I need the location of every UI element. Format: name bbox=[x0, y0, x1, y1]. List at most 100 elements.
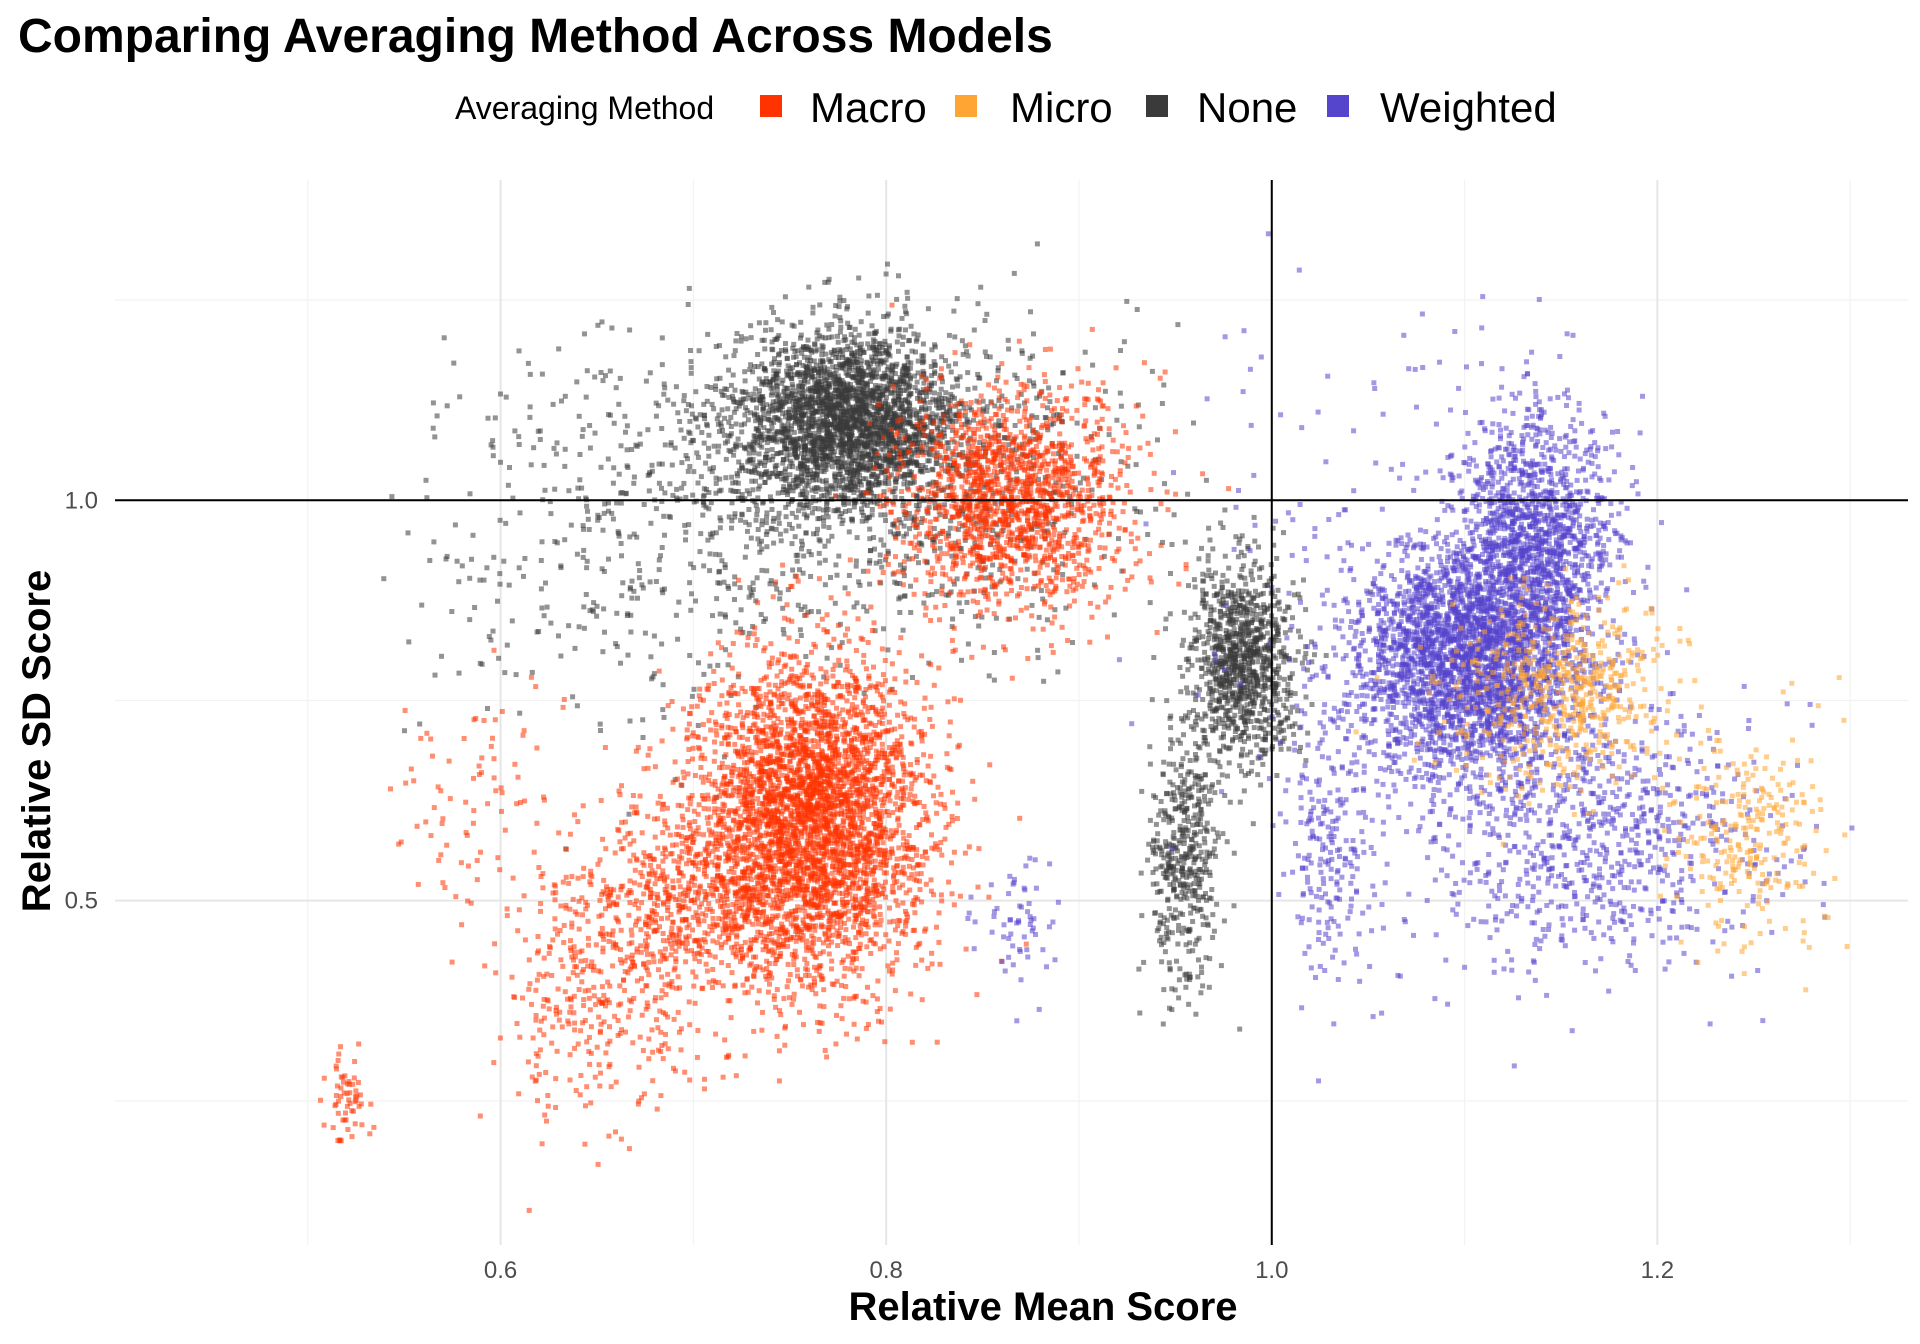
point bbox=[1204, 741, 1210, 747]
point bbox=[957, 374, 963, 380]
point bbox=[872, 430, 878, 436]
point bbox=[868, 392, 874, 398]
point bbox=[808, 500, 814, 505]
point bbox=[527, 371, 533, 377]
point bbox=[768, 403, 774, 409]
point bbox=[924, 534, 930, 540]
point bbox=[877, 374, 883, 380]
point bbox=[1258, 782, 1264, 788]
point bbox=[921, 380, 927, 386]
point bbox=[907, 411, 912, 417]
point bbox=[688, 561, 694, 567]
point bbox=[856, 398, 862, 404]
point bbox=[866, 390, 871, 396]
point bbox=[777, 531, 783, 537]
point bbox=[1202, 656, 1208, 662]
point bbox=[787, 406, 793, 412]
point bbox=[1286, 746, 1292, 752]
point bbox=[892, 462, 898, 468]
point bbox=[841, 461, 847, 467]
point bbox=[761, 412, 767, 417]
point bbox=[865, 514, 871, 520]
point bbox=[951, 308, 957, 314]
point bbox=[846, 573, 852, 578]
point bbox=[1249, 760, 1255, 766]
point bbox=[767, 581, 773, 587]
point bbox=[848, 408, 854, 414]
point bbox=[870, 389, 876, 395]
point bbox=[732, 511, 738, 517]
point bbox=[837, 405, 843, 411]
point bbox=[1202, 649, 1208, 655]
point bbox=[938, 429, 943, 435]
point bbox=[783, 504, 789, 510]
point bbox=[857, 353, 863, 359]
point bbox=[870, 482, 875, 488]
point bbox=[1231, 903, 1237, 909]
point bbox=[879, 405, 885, 411]
point bbox=[735, 436, 741, 442]
point bbox=[899, 404, 905, 410]
point bbox=[838, 318, 844, 324]
point bbox=[602, 629, 607, 635]
point bbox=[1227, 688, 1233, 694]
point bbox=[771, 368, 777, 374]
point bbox=[847, 368, 853, 373]
point bbox=[713, 383, 718, 389]
point bbox=[802, 378, 808, 383]
point bbox=[840, 382, 846, 388]
point bbox=[767, 494, 773, 500]
point bbox=[1193, 752, 1198, 757]
point bbox=[902, 449, 908, 455]
point bbox=[1245, 633, 1251, 639]
point bbox=[713, 490, 719, 496]
point bbox=[851, 359, 857, 365]
point bbox=[755, 440, 760, 446]
point bbox=[1200, 634, 1206, 640]
point bbox=[873, 354, 879, 360]
point bbox=[928, 380, 934, 386]
point bbox=[794, 388, 800, 394]
point bbox=[1228, 652, 1233, 657]
point bbox=[881, 489, 887, 495]
point bbox=[914, 336, 920, 342]
point bbox=[835, 339, 841, 345]
point bbox=[855, 439, 861, 445]
point bbox=[875, 422, 881, 428]
point bbox=[819, 352, 825, 358]
point bbox=[844, 409, 850, 415]
point bbox=[733, 444, 739, 450]
legend-title: Averaging Method bbox=[455, 90, 714, 126]
point bbox=[1221, 743, 1226, 749]
point bbox=[869, 323, 875, 329]
point bbox=[687, 418, 693, 424]
point bbox=[1011, 270, 1017, 276]
point bbox=[823, 510, 829, 516]
point bbox=[829, 334, 835, 340]
point bbox=[889, 368, 895, 374]
point bbox=[945, 530, 951, 536]
point bbox=[1150, 850, 1156, 855]
point bbox=[1207, 631, 1212, 637]
point bbox=[837, 298, 843, 304]
point bbox=[1213, 681, 1219, 687]
point bbox=[799, 538, 805, 544]
point bbox=[869, 473, 875, 479]
point bbox=[773, 405, 779, 411]
point bbox=[748, 535, 754, 541]
point bbox=[784, 452, 790, 458]
point bbox=[995, 365, 1001, 371]
point bbox=[1283, 705, 1289, 711]
point bbox=[814, 485, 819, 491]
point bbox=[646, 488, 652, 494]
point bbox=[816, 403, 822, 409]
point bbox=[836, 380, 842, 386]
point bbox=[795, 552, 801, 558]
point bbox=[955, 527, 961, 533]
point bbox=[903, 397, 909, 403]
point bbox=[738, 517, 744, 523]
point bbox=[1226, 646, 1232, 652]
point bbox=[1198, 829, 1204, 835]
point bbox=[746, 594, 752, 600]
point bbox=[825, 419, 831, 425]
